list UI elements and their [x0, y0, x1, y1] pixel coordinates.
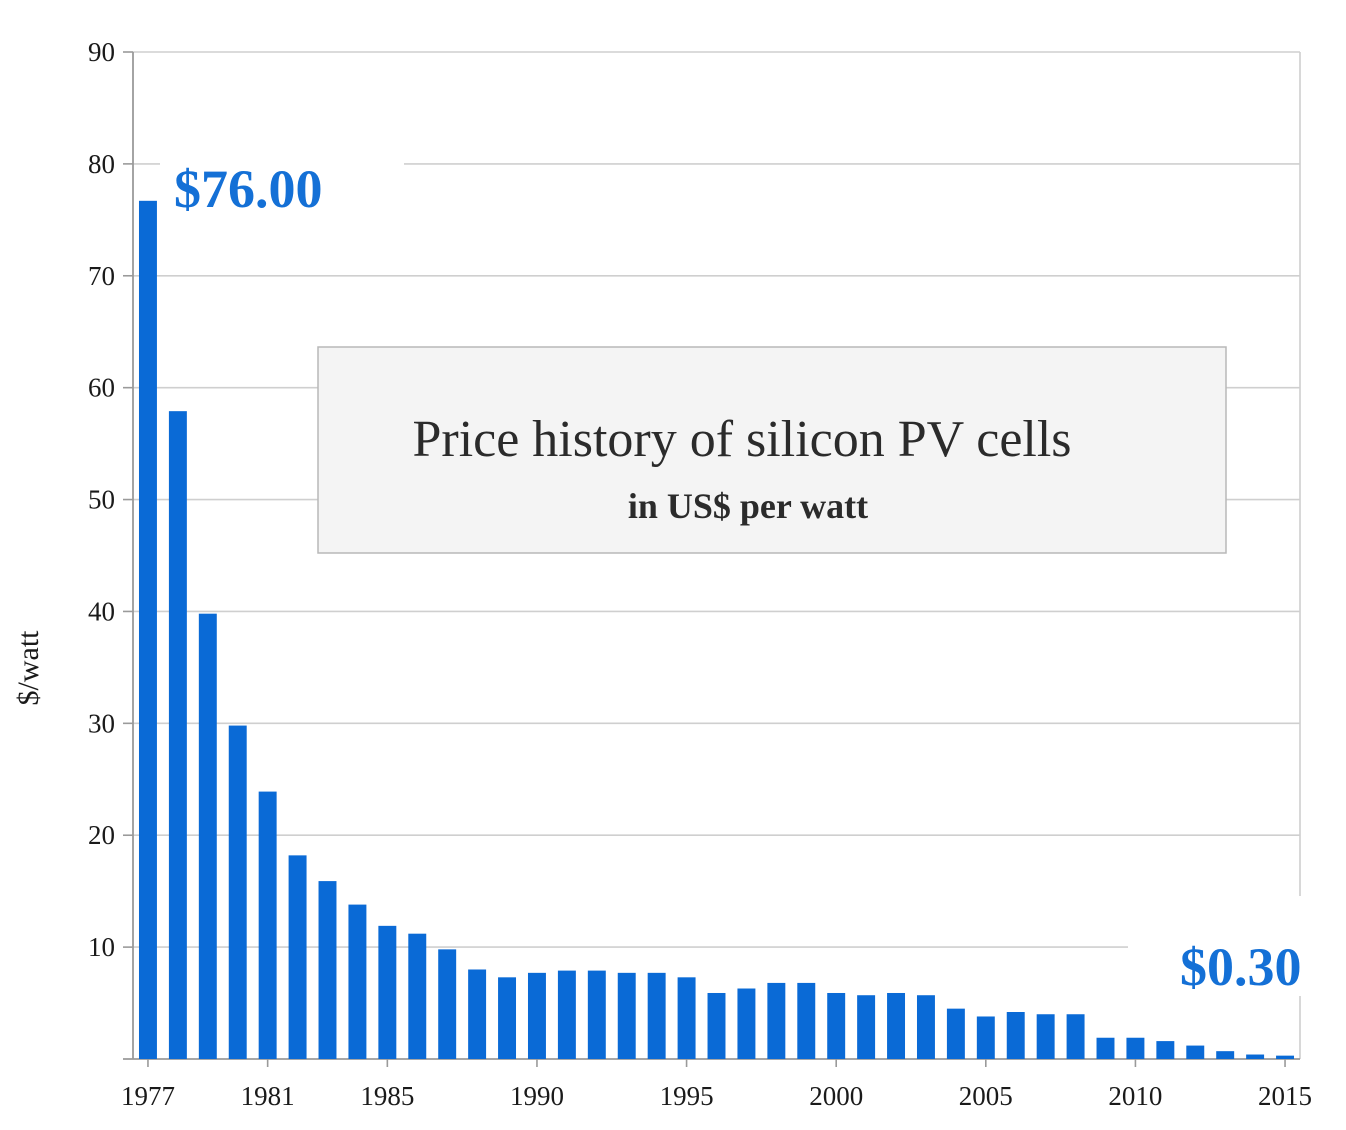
bar-2013 — [1216, 1051, 1235, 1059]
bar-2014 — [1246, 1054, 1265, 1059]
bar-1998 — [767, 982, 786, 1059]
bar-2005 — [976, 1016, 995, 1059]
bar-1996 — [707, 992, 726, 1059]
y-tick-label-80: 80 — [88, 149, 115, 179]
bar-2006 — [1006, 1012, 1025, 1059]
x-tick-label-2015: 2015 — [1258, 1081, 1312, 1111]
bar-2003 — [916, 995, 935, 1059]
bar-1999 — [797, 982, 816, 1059]
bar-1991 — [557, 970, 576, 1059]
chart-subtitle: in US$ per watt — [628, 486, 868, 526]
bar-2010 — [1126, 1037, 1145, 1059]
last-value-callout: $0.30 — [1180, 937, 1302, 997]
bar-1986 — [408, 933, 427, 1059]
y-tick-label-40: 40 — [88, 596, 115, 626]
bar-1987 — [438, 949, 457, 1059]
bar-2015 — [1276, 1055, 1295, 1059]
bar-1985 — [378, 925, 397, 1059]
bar-2008 — [1066, 1014, 1085, 1059]
bar-1994 — [647, 972, 666, 1059]
y-tick-label-10: 10 — [88, 932, 115, 962]
x-tick-label-1977: 1977 — [121, 1081, 175, 1111]
bar-2009 — [1096, 1037, 1115, 1059]
y-axis-label: $/watt — [12, 630, 45, 706]
bar-2007 — [1036, 1014, 1055, 1059]
bar-1982 — [288, 855, 307, 1059]
bar-2004 — [946, 1008, 965, 1059]
bar-1981 — [258, 791, 277, 1059]
y-tick-label-70: 70 — [88, 261, 115, 291]
first-value-callout: $76.00 — [174, 159, 323, 219]
y-tick-label-20: 20 — [88, 820, 115, 850]
bar-1978 — [168, 411, 187, 1059]
x-tick-label-1995: 1995 — [660, 1081, 714, 1111]
x-tick-label-1985: 1985 — [360, 1081, 414, 1111]
bar-1988 — [468, 969, 487, 1059]
x-tick-label-1981: 1981 — [241, 1081, 295, 1111]
bar-1980 — [228, 725, 247, 1059]
y-tick-label-60: 60 — [88, 373, 115, 403]
y-tick-label-50: 50 — [88, 485, 115, 515]
bar-1990 — [527, 972, 546, 1059]
bar-1995 — [677, 977, 696, 1059]
x-tick-label-1990: 1990 — [510, 1081, 564, 1111]
bar-1984 — [348, 904, 367, 1059]
bar-1993 — [617, 972, 636, 1059]
bars — [138, 200, 1295, 1059]
bar-2000 — [827, 992, 846, 1059]
x-tick-label-2010: 2010 — [1108, 1081, 1162, 1111]
bar-1977 — [138, 200, 157, 1059]
y-tick-label-90: 90 — [88, 37, 115, 67]
x-tick-label-2000: 2000 — [809, 1081, 863, 1111]
chart-title: Price history of silicon PV cells — [412, 411, 1071, 468]
title-box: Price history of silicon PV cells in US$… — [317, 346, 1227, 554]
bar-1989 — [498, 977, 517, 1059]
bar-1979 — [198, 613, 217, 1059]
y-tick-label-30: 30 — [88, 708, 115, 738]
bar-1983 — [318, 881, 337, 1059]
x-tick-labels: 1977 1981 1985 1990 1995 2000 2005 2010 2015 — [121, 1081, 1312, 1111]
y-tick-labels: 10 20 30 40 50 60 70 80 90 — [88, 37, 115, 962]
x-tick-label-2005: 2005 — [959, 1081, 1013, 1111]
bar-2002 — [887, 992, 906, 1059]
bar-1992 — [587, 970, 606, 1059]
bar-2012 — [1186, 1045, 1205, 1059]
bar-1997 — [737, 988, 756, 1059]
bar-2011 — [1156, 1041, 1175, 1059]
bar-2001 — [857, 995, 876, 1059]
